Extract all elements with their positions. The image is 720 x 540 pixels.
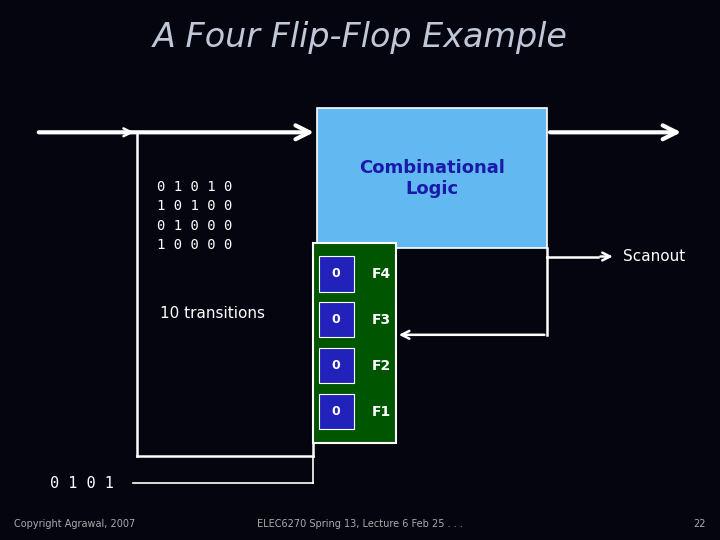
Text: Copyright Agrawal, 2007: Copyright Agrawal, 2007 <box>14 519 135 529</box>
Bar <box>319 394 354 429</box>
Text: F4: F4 <box>372 267 391 281</box>
Text: 22: 22 <box>693 519 706 529</box>
Text: Scanout: Scanout <box>623 249 685 264</box>
Bar <box>319 302 354 338</box>
Text: 0: 0 <box>332 406 341 419</box>
Text: F2: F2 <box>372 359 391 373</box>
Bar <box>319 348 354 383</box>
Text: 10 transitions: 10 transitions <box>160 306 265 321</box>
Text: 0 1 0 1 0
1 0 1 0 0
0 1 0 0 0
1 0 0 0 0: 0 1 0 1 0 1 0 1 0 0 0 1 0 0 0 1 0 0 0 0 <box>157 180 232 252</box>
Text: 0: 0 <box>332 360 341 373</box>
Text: 0: 0 <box>332 267 341 280</box>
Text: ELEC6270 Spring 13, Lecture 6 Feb 25 . . .: ELEC6270 Spring 13, Lecture 6 Feb 25 . .… <box>257 519 463 529</box>
Text: A Four Flip-Flop Example: A Four Flip-Flop Example <box>153 21 567 55</box>
Text: Combinational
Logic: Combinational Logic <box>359 159 505 198</box>
Text: 0 1 0 1: 0 1 0 1 <box>50 476 114 491</box>
Text: 0: 0 <box>332 313 341 326</box>
Bar <box>317 108 547 248</box>
Bar <box>319 256 354 292</box>
Text: F3: F3 <box>372 313 391 327</box>
Text: F1: F1 <box>372 405 391 419</box>
Bar <box>313 243 396 443</box>
